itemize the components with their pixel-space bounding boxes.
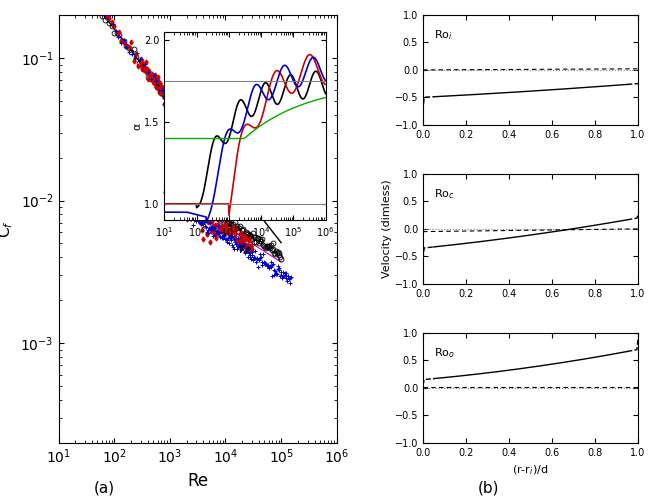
X-axis label: Re: Re (187, 472, 208, 489)
Text: (b): (b) (477, 481, 499, 496)
Y-axis label: C$_f$: C$_f$ (0, 220, 15, 238)
Text: (a): (a) (94, 481, 115, 496)
Text: Ro$_i$: Ro$_i$ (434, 28, 452, 42)
Text: Ro$_c$: Ro$_c$ (434, 187, 454, 201)
Text: Ro$_o$: Ro$_o$ (434, 346, 455, 360)
X-axis label: (r-r$_i$)/d: (r-r$_i$)/d (512, 463, 549, 477)
Y-axis label: Velocity (dimless): Velocity (dimless) (382, 180, 392, 278)
